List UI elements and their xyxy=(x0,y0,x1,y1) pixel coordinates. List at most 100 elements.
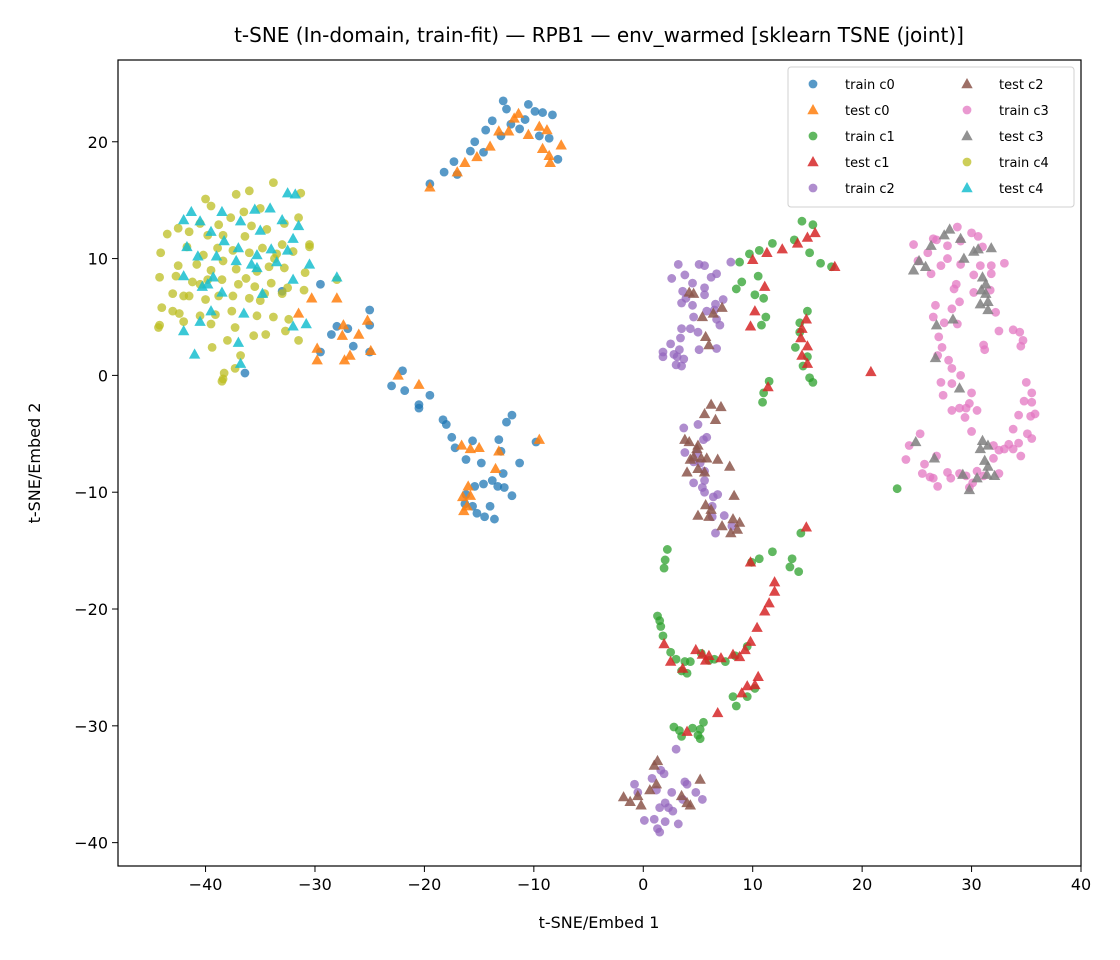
data-point xyxy=(268,178,278,188)
data-point xyxy=(487,116,497,126)
data-point xyxy=(698,407,711,419)
data-point xyxy=(673,260,683,269)
data-point xyxy=(929,351,942,363)
data-point xyxy=(752,670,764,681)
data-point xyxy=(741,680,753,691)
data-point xyxy=(947,406,957,415)
data-point xyxy=(716,520,728,531)
data-point xyxy=(336,329,349,340)
data-point xyxy=(233,279,243,289)
data-point xyxy=(326,330,336,339)
data-point xyxy=(715,400,727,412)
data-point xyxy=(801,340,814,351)
data-point xyxy=(300,317,312,329)
data-point xyxy=(493,125,505,136)
data-point xyxy=(751,621,763,632)
data-point xyxy=(184,227,194,237)
data-point xyxy=(700,476,709,485)
data-point xyxy=(694,345,704,355)
data-point xyxy=(981,468,993,479)
legend-label: test c4 xyxy=(999,182,1044,197)
legend-label: test c3 xyxy=(999,130,1044,145)
data-point xyxy=(986,261,996,270)
data-point xyxy=(800,313,813,324)
data-point xyxy=(276,214,288,225)
legend-marker xyxy=(807,156,819,167)
legend-label: train c0 xyxy=(845,78,895,93)
y-axis: −40 −30 −20 −10 0 10 20 xyxy=(74,133,118,853)
data-point xyxy=(659,769,669,779)
data-point xyxy=(507,491,517,501)
data-point xyxy=(281,187,294,198)
data-point xyxy=(982,460,994,471)
data-point xyxy=(909,240,918,249)
data-point xyxy=(980,345,990,355)
y-tick-label: −20 xyxy=(74,600,108,619)
data-point xyxy=(753,271,763,281)
data-point xyxy=(1015,327,1025,337)
data-point xyxy=(931,300,940,310)
data-point xyxy=(1027,434,1037,443)
data-point xyxy=(666,647,676,657)
data-point xyxy=(238,307,250,318)
data-point xyxy=(685,324,695,334)
data-point xyxy=(533,433,546,444)
data-point xyxy=(299,285,309,295)
data-point xyxy=(264,202,276,213)
series-test-c4 xyxy=(177,187,343,368)
data-point xyxy=(639,816,649,825)
data-point xyxy=(451,166,463,177)
data-point xyxy=(464,442,477,454)
data-point xyxy=(541,124,553,135)
data-point xyxy=(194,315,206,326)
data-point xyxy=(791,237,804,248)
data-point xyxy=(287,232,299,243)
data-point xyxy=(472,508,482,518)
data-point xyxy=(502,417,511,427)
data-point xyxy=(969,270,979,280)
data-point xyxy=(277,289,287,299)
data-point xyxy=(943,241,952,251)
x-tick-label: 0 xyxy=(638,875,648,894)
data-point xyxy=(943,254,952,263)
data-point xyxy=(967,427,976,436)
data-point xyxy=(688,723,697,733)
data-point xyxy=(787,554,797,564)
data-point xyxy=(512,107,525,118)
data-point xyxy=(726,257,736,267)
data-point xyxy=(754,246,764,255)
data-point xyxy=(202,278,214,289)
data-point xyxy=(865,365,877,377)
data-point xyxy=(761,246,773,257)
data-point xyxy=(617,791,630,802)
data-point xyxy=(1016,341,1026,351)
data-point xyxy=(711,528,720,538)
data-point xyxy=(938,390,948,400)
data-point xyxy=(270,256,283,267)
data-point xyxy=(644,784,656,795)
legend: train c0 test c0 train c1 test c1 train c2 te… xyxy=(787,66,1075,208)
legend-item: test c3 xyxy=(961,130,1044,145)
data-point xyxy=(251,261,263,273)
series-test-c0 xyxy=(292,107,567,516)
data-point xyxy=(258,243,267,253)
data-point xyxy=(331,271,343,282)
data-point xyxy=(982,295,994,306)
data-point xyxy=(555,139,567,150)
y-axis-label: t-SNE/Embed 2 xyxy=(25,403,44,524)
data-point xyxy=(361,314,374,325)
data-point xyxy=(249,331,259,341)
data-point xyxy=(713,490,723,499)
data-point xyxy=(991,307,1001,317)
data-point xyxy=(480,512,489,522)
data-point xyxy=(737,277,747,287)
data-point xyxy=(331,292,343,303)
data-point xyxy=(673,819,683,829)
legend-marker xyxy=(962,105,972,115)
data-point xyxy=(901,455,911,464)
series-test-c3 xyxy=(907,223,1001,495)
x-axis-label: t-SNE/Embed 1 xyxy=(539,913,660,932)
data-point xyxy=(936,378,946,387)
data-point xyxy=(662,545,672,554)
data-point xyxy=(261,330,271,339)
